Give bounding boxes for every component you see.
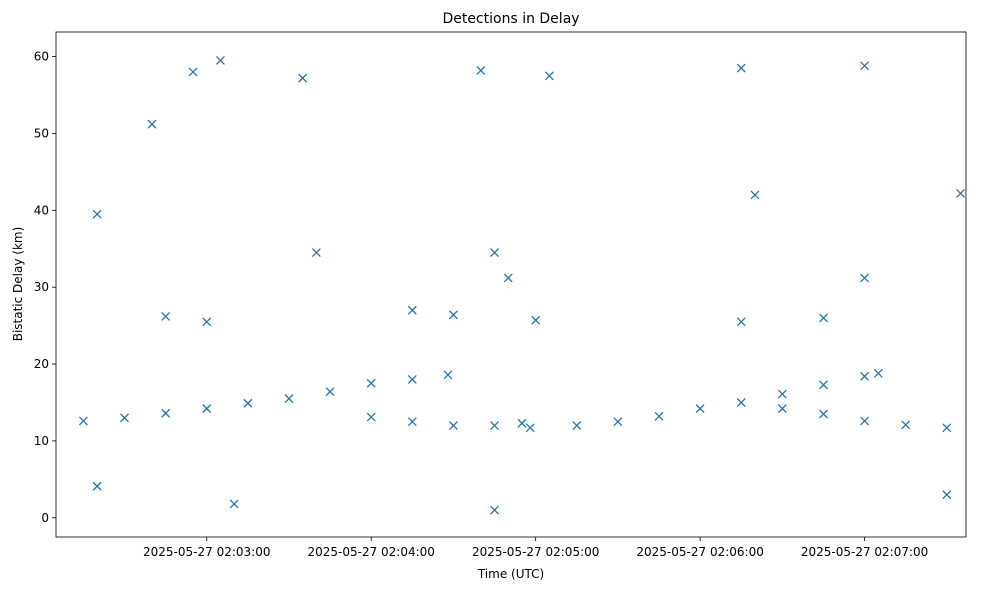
data-point: [490, 505, 500, 515]
data-point: [366, 378, 376, 388]
data-point: [147, 119, 157, 129]
data-point: [819, 380, 828, 390]
data-point: [942, 490, 952, 500]
data-point: [202, 404, 212, 414]
data-point: [407, 374, 417, 384]
data-point: [873, 368, 883, 378]
data-point: [777, 389, 787, 399]
x-tick-label: 2025-05-27 02:06:00: [636, 545, 763, 559]
data-point: [572, 421, 582, 431]
data-point: [654, 411, 664, 421]
data-point: [443, 370, 453, 380]
y-tick-label: 0: [41, 511, 49, 525]
data-point: [161, 311, 171, 321]
data-point: [366, 412, 376, 422]
data-point: [448, 421, 458, 431]
data-point: [860, 273, 870, 283]
x-tick-label: 2025-05-27 02:07:00: [801, 545, 928, 559]
data-point: [407, 305, 417, 315]
data-point: [613, 417, 623, 427]
y-tick-label: 40: [34, 203, 49, 217]
x-tick-label: 2025-05-27 02:03:00: [143, 545, 270, 559]
data-point: [78, 416, 88, 426]
y-tick-label: 20: [34, 357, 49, 371]
x-tick-label: 2025-05-27 02:04:00: [307, 545, 434, 559]
data-point: [161, 408, 171, 418]
data-point: [490, 421, 500, 431]
data-points: [78, 55, 965, 515]
data-point: [750, 190, 760, 200]
data-point: [517, 418, 527, 428]
data-point: [407, 417, 417, 427]
data-point: [736, 398, 746, 407]
x-tick-label: 2025-05-27 02:05:00: [472, 545, 599, 559]
data-point: [298, 73, 308, 83]
data-point: [860, 416, 870, 426]
data-point: [860, 61, 870, 71]
y-tick-label: 30: [34, 280, 49, 294]
plot-frame: [55, 31, 967, 538]
data-point: [901, 420, 911, 430]
x-axis-label: Time (UTC): [477, 567, 544, 581]
data-point: [92, 481, 102, 491]
data-point: [284, 394, 294, 404]
y-axis-label: Bistatic Delay (km): [11, 227, 25, 342]
data-point: [777, 404, 787, 414]
y-tick-label: 60: [34, 50, 49, 64]
chart-title: Detections in Delay: [442, 11, 579, 27]
data-point: [243, 398, 253, 408]
x-axis: 2025-05-27 02:03:00 2025-05-27 02:04:00 20…: [143, 537, 928, 559]
data-point: [736, 317, 746, 327]
data-point: [544, 71, 554, 81]
data-point: [202, 317, 212, 327]
data-point: [942, 423, 952, 433]
y-axis: 0 10 20 30 40 50 60: [34, 50, 56, 525]
data-point: [490, 248, 500, 258]
data-point: [695, 404, 705, 414]
data-point: [229, 499, 239, 509]
y-tick-label: 10: [34, 434, 49, 448]
data-point: [525, 423, 535, 433]
data-point: [531, 315, 541, 325]
data-point: [476, 65, 486, 75]
data-point: [92, 209, 102, 219]
data-point: [215, 55, 225, 65]
y-tick-label: 50: [34, 126, 49, 140]
data-point: [736, 63, 746, 73]
data-point: [860, 371, 870, 381]
data-point: [188, 67, 198, 77]
data-point: [120, 413, 129, 423]
data-point: [448, 310, 458, 320]
data-point: [819, 313, 828, 323]
data-point: [956, 188, 965, 198]
data-point: [503, 273, 513, 283]
data-point: [325, 387, 335, 397]
data-point: [819, 409, 828, 419]
data-point: [311, 248, 321, 258]
